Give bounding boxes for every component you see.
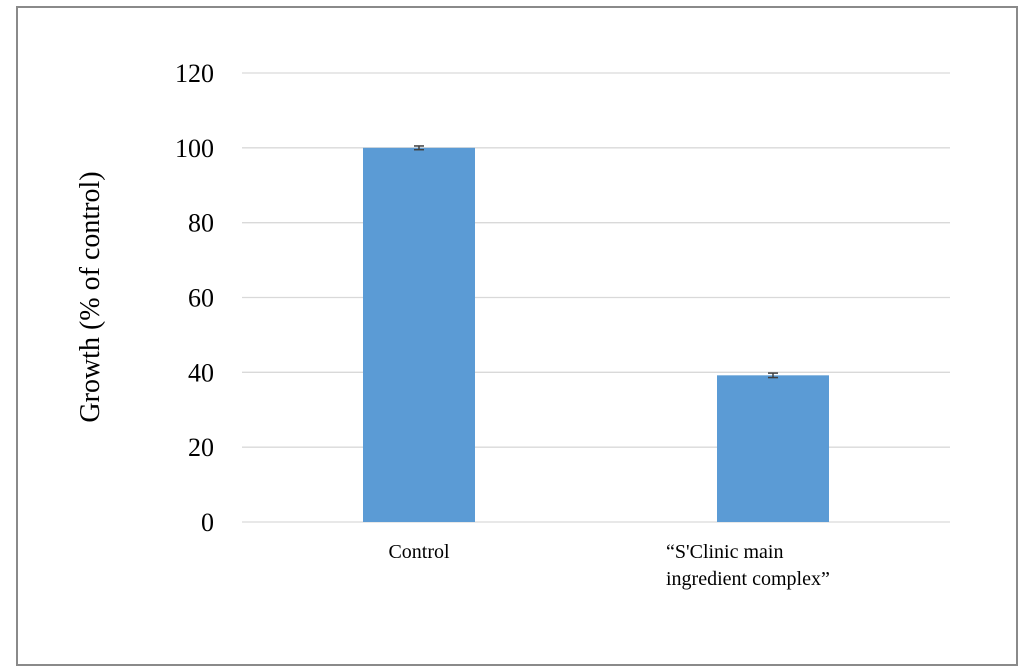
y-tick-label: 80 — [188, 209, 214, 238]
y-tick-label: 20 — [188, 433, 214, 462]
bars — [363, 147, 829, 523]
y-tick-label: 60 — [188, 284, 214, 313]
error-bar — [768, 372, 778, 379]
chart-frame — [16, 6, 1018, 666]
y-tick-label: 120 — [175, 59, 214, 88]
y-tick-label: 40 — [188, 358, 214, 387]
y-axis-ticks: 0 20 40 60 80 100 120 — [175, 59, 214, 537]
x-axis-category-labels: Control “S'Clinic main ingredient complex” — [388, 541, 829, 590]
y-tick-label: 0 — [201, 508, 214, 537]
error-bars — [414, 145, 778, 379]
bar-chart: 0 20 40 60 80 100 120 Control “S'Clinic main ing… — [75, 59, 950, 590]
y-axis-title: Growth (% of control) — [75, 171, 106, 422]
error-bar — [414, 145, 424, 151]
bar — [717, 375, 829, 522]
y-tick-label: 100 — [175, 134, 214, 163]
x-category-label: “S'Clinic main ingredient complex” — [666, 541, 830, 590]
bar — [363, 147, 475, 523]
x-category-label: Control — [388, 541, 450, 563]
gridlines — [242, 72, 950, 523]
